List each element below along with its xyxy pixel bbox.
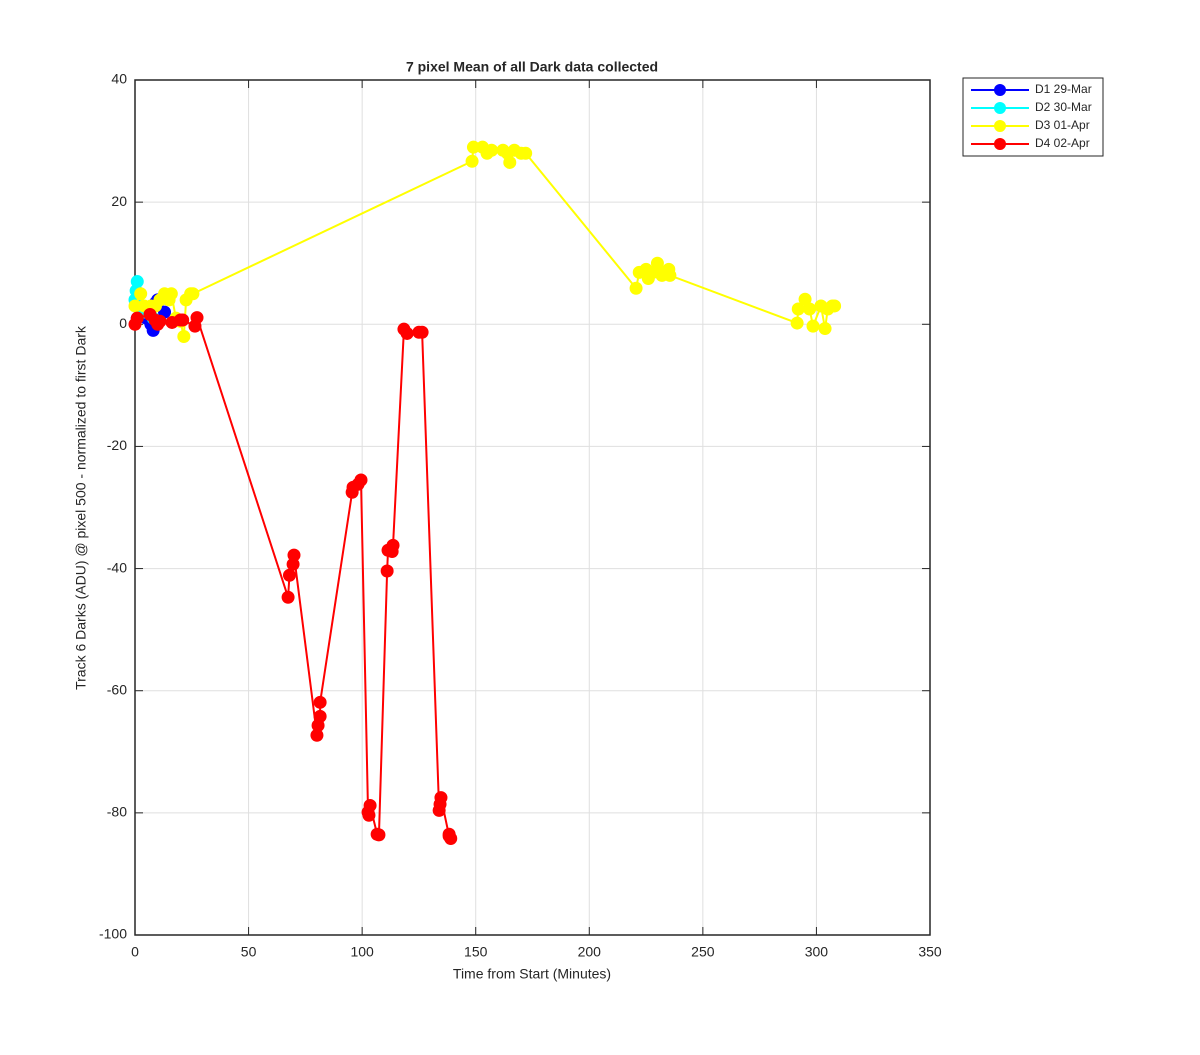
data-point: [282, 568, 296, 582]
data-point: [465, 154, 479, 168]
legend-label: D1 29-Mar: [1035, 82, 1092, 96]
data-point: [153, 314, 167, 328]
x-axis-label: Time from Start (Minutes): [453, 966, 611, 982]
data-point: [186, 287, 200, 301]
data-point: [313, 709, 327, 723]
legend-label: D2 30-Mar: [1035, 100, 1092, 114]
x-tick-label: 300: [805, 944, 829, 960]
x-tick-label: 150: [464, 944, 488, 960]
data-point: [130, 275, 144, 289]
data-point: [650, 256, 664, 270]
x-tick-label: 0: [131, 944, 139, 960]
y-tick-label: 20: [111, 193, 127, 209]
data-point: [828, 299, 842, 313]
data-point: [372, 828, 386, 842]
data-point: [176, 313, 190, 327]
data-point: [818, 322, 832, 336]
legend-marker: [994, 102, 1006, 114]
data-point: [313, 695, 327, 709]
data-point: [519, 146, 533, 160]
x-tick-label: 50: [241, 944, 257, 960]
data-point: [806, 319, 820, 333]
data-point: [354, 473, 368, 487]
x-tick-label: 350: [918, 944, 942, 960]
data-point: [164, 287, 178, 301]
legend-marker: [994, 84, 1006, 96]
x-tick-label: 100: [350, 944, 374, 960]
chart-title: 7 pixel Mean of all Dark data collected: [406, 59, 658, 75]
plot-frame: [134, 79, 931, 936]
y-tick-label: 40: [111, 71, 127, 87]
x-tick-label: 250: [691, 944, 715, 960]
data-point: [134, 287, 148, 301]
y-tick-label: 0: [119, 315, 127, 331]
y-tick-label: -60: [107, 681, 127, 697]
data-point: [629, 281, 643, 295]
data-point: [130, 311, 144, 325]
data-point: [434, 791, 448, 805]
data-point: [663, 268, 677, 282]
data-point: [281, 590, 295, 604]
data-point: [503, 155, 517, 169]
legend-label: D4 02-Apr: [1035, 136, 1090, 150]
y-tick-label: -100: [99, 926, 127, 942]
data-point: [790, 316, 804, 330]
data-point: [400, 326, 414, 340]
data-point: [380, 564, 394, 578]
data-point: [415, 325, 429, 339]
data-point: [190, 311, 204, 325]
x-tick-label: 200: [578, 944, 602, 960]
data-point: [287, 548, 301, 562]
data-point: [442, 827, 456, 841]
legend-marker: [994, 120, 1006, 132]
y-tick-label: -80: [107, 804, 127, 820]
y-axis-label: Track 6 Darks (ADU) @ pixel 500 - normal…: [73, 325, 89, 690]
data-point: [363, 799, 377, 813]
legend-label: D3 01-Apr: [1035, 118, 1090, 132]
y-tick-label: -20: [107, 437, 127, 453]
legend-marker: [994, 138, 1006, 150]
data-point: [177, 330, 191, 343]
data-point: [803, 302, 817, 316]
y-tick-label: -40: [107, 559, 127, 575]
data-point: [485, 143, 499, 157]
data-point: [386, 538, 400, 552]
